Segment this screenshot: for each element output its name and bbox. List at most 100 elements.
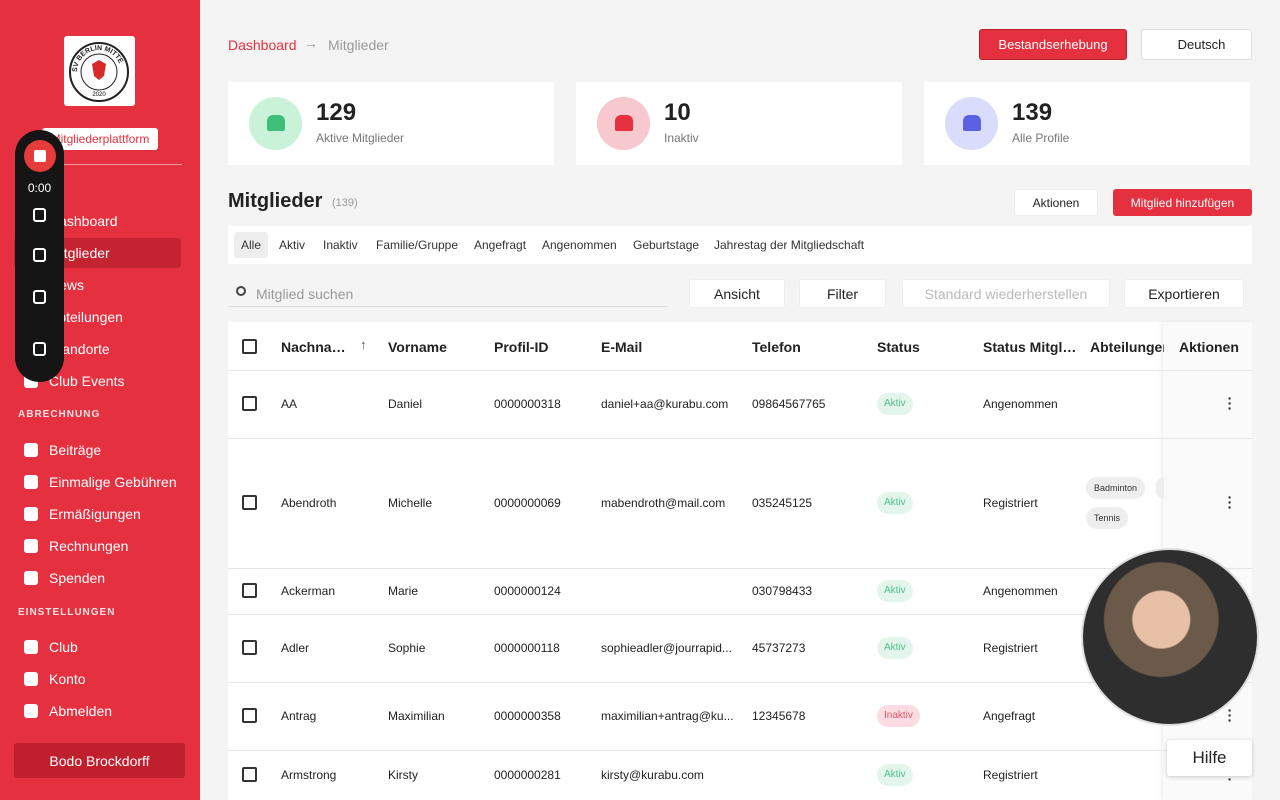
actions-dropdown[interactable]: Aktionen [1014,189,1098,216]
club-logo: SV BERLIN MITTE 2020 [64,36,135,106]
row-divider [228,438,1252,439]
status-badge: Aktiv [877,764,913,786]
stat-card: 10 Inaktiv [576,82,902,165]
cell-membership: Registriert [983,768,1038,782]
nav-icon [24,672,38,686]
row-actions[interactable]: ··· [1227,390,1233,416]
nav-item[interactable]: Konto [49,671,86,687]
search-placeholder[interactable]: Mitglied suchen [256,286,354,302]
row-checkbox[interactable] [242,640,257,655]
tab[interactable]: Aktiv [279,238,306,252]
column-header[interactable]: Status Mitgliedschaft [983,339,1077,355]
nav-item[interactable]: Abteilungen [49,309,123,325]
cell-email: sophieadler@jourrapid... [601,641,732,655]
breadcrumb-link[interactable]: Dashboard [228,37,297,53]
nav-item[interactable]: Mitglieder [49,245,110,261]
stat-icon-glyph [267,115,285,131]
stat-value: 10 [664,99,691,126]
toolbar-button[interactable]: Standard wiederherstellen [902,279,1110,308]
tab[interactable]: Familie/Gruppe [376,238,459,252]
nav-icon [24,640,38,654]
help-button[interactable]: Hilfe [1167,740,1252,776]
cell-email: maximilian+antrag@ku... [601,709,734,723]
tab[interactable]: Geburtstage [633,238,700,252]
nav-icon [24,704,38,718]
department-tag: Badminton [1086,477,1146,499]
nav-item[interactable]: Club Events [49,373,125,389]
stat-value: 129 [316,99,357,126]
sidebar: SV BERLIN MITTE2020MitgliederplattformCL… [0,0,200,800]
status-badge: Inaktiv [877,705,920,727]
nav-item[interactable]: Abmelden [49,703,113,719]
nav-item[interactable]: Club [49,639,78,655]
row-checkbox[interactable] [242,495,257,510]
cell-last: AA [281,397,298,411]
row-checkbox[interactable] [242,396,257,411]
column-header[interactable]: E-Mail [601,339,643,355]
recorder-control[interactable] [33,342,46,356]
row-actions[interactable]: ··· [1227,702,1233,728]
cell-membership: Angenommen [983,584,1058,598]
stop-icon [34,150,46,162]
tab[interactable]: Angefragt [474,238,527,252]
tab[interactable]: Inaktiv [323,238,358,252]
row-checkbox[interactable] [242,708,257,723]
platform-badge: Mitgliederplattform [42,128,158,150]
add-member-button[interactable]: Mitglied hinzufügen [1113,189,1252,216]
user-button[interactable]: Bodo Brockdorff [14,743,185,778]
nav-icon [24,539,38,553]
search-icon [236,286,246,296]
recorder-widget: 0:00 [15,130,64,382]
nav-icon [24,571,38,585]
cell-first: Marie [388,584,419,598]
cell-last: Adler [281,641,310,655]
cell-first: Michelle [388,496,433,510]
column-header[interactable]: Abteilungen [1090,339,1164,355]
nav-item[interactable]: Standorte [49,341,110,357]
nav-item[interactable]: Dashboard [49,213,118,229]
sort-arrow: ↑ [360,337,367,352]
members-count: (139) [332,197,358,209]
column-header[interactable]: Telefon [752,339,801,355]
column-header[interactable]: Status [877,339,920,355]
toolbar-button[interactable]: Filter [799,279,886,308]
nav-item[interactable]: Beiträge [49,442,102,458]
tab[interactable]: Alle [241,238,262,252]
department-tag-overflow [1156,477,1164,499]
status-badge: Aktiv [877,580,913,602]
recorder-control[interactable] [33,290,46,304]
nav-item[interactable]: Rechnungen [49,538,129,554]
column-header[interactable]: Nachname [281,339,351,355]
cell-phone: 09864567765 [752,397,826,411]
recorder-control[interactable] [33,248,46,262]
cell-phone: 12345678 [752,709,806,723]
survey-button[interactable]: Bestandserhebung [979,29,1127,60]
stat-icon-glyph [615,115,633,131]
nav-item[interactable]: Einmalige Gebühren [49,474,177,490]
nav-item[interactable]: Spenden [49,570,106,586]
cell-id: 0000000069 [494,496,561,510]
header-checkbox[interactable] [242,339,257,354]
language-select[interactable]: Deutsch [1141,29,1252,60]
nav-icon [24,443,38,457]
column-header[interactable]: Vorname [388,339,447,355]
row-actions[interactable]: ··· [1227,489,1233,515]
column-header[interactable]: Aktionen [1179,339,1239,355]
cell-email: daniel+aa@kurabu.com [601,397,729,411]
nav-item[interactable]: Ermäßigungen [49,506,141,522]
row-checkbox[interactable] [242,583,257,598]
tab[interactable]: Angenommen [542,238,617,252]
recorder-control[interactable] [33,208,46,222]
tab[interactable]: Jahrestag der Mitgliedschaft [714,238,865,252]
toolbar-button[interactable]: Ansicht [689,279,785,308]
toolbar-button[interactable]: Exportieren [1124,279,1244,308]
column-header[interactable]: Profil-ID [494,339,549,355]
row-checkbox[interactable] [242,767,257,782]
cell-first: Kirsty [388,768,418,782]
cell-membership: Angenommen [983,397,1058,411]
row-divider [228,568,1252,569]
stat-card: 129 Aktive Mitglieder [228,82,554,165]
stat-label: Inaktiv [664,131,699,145]
cell-id: 0000000358 [494,709,561,723]
